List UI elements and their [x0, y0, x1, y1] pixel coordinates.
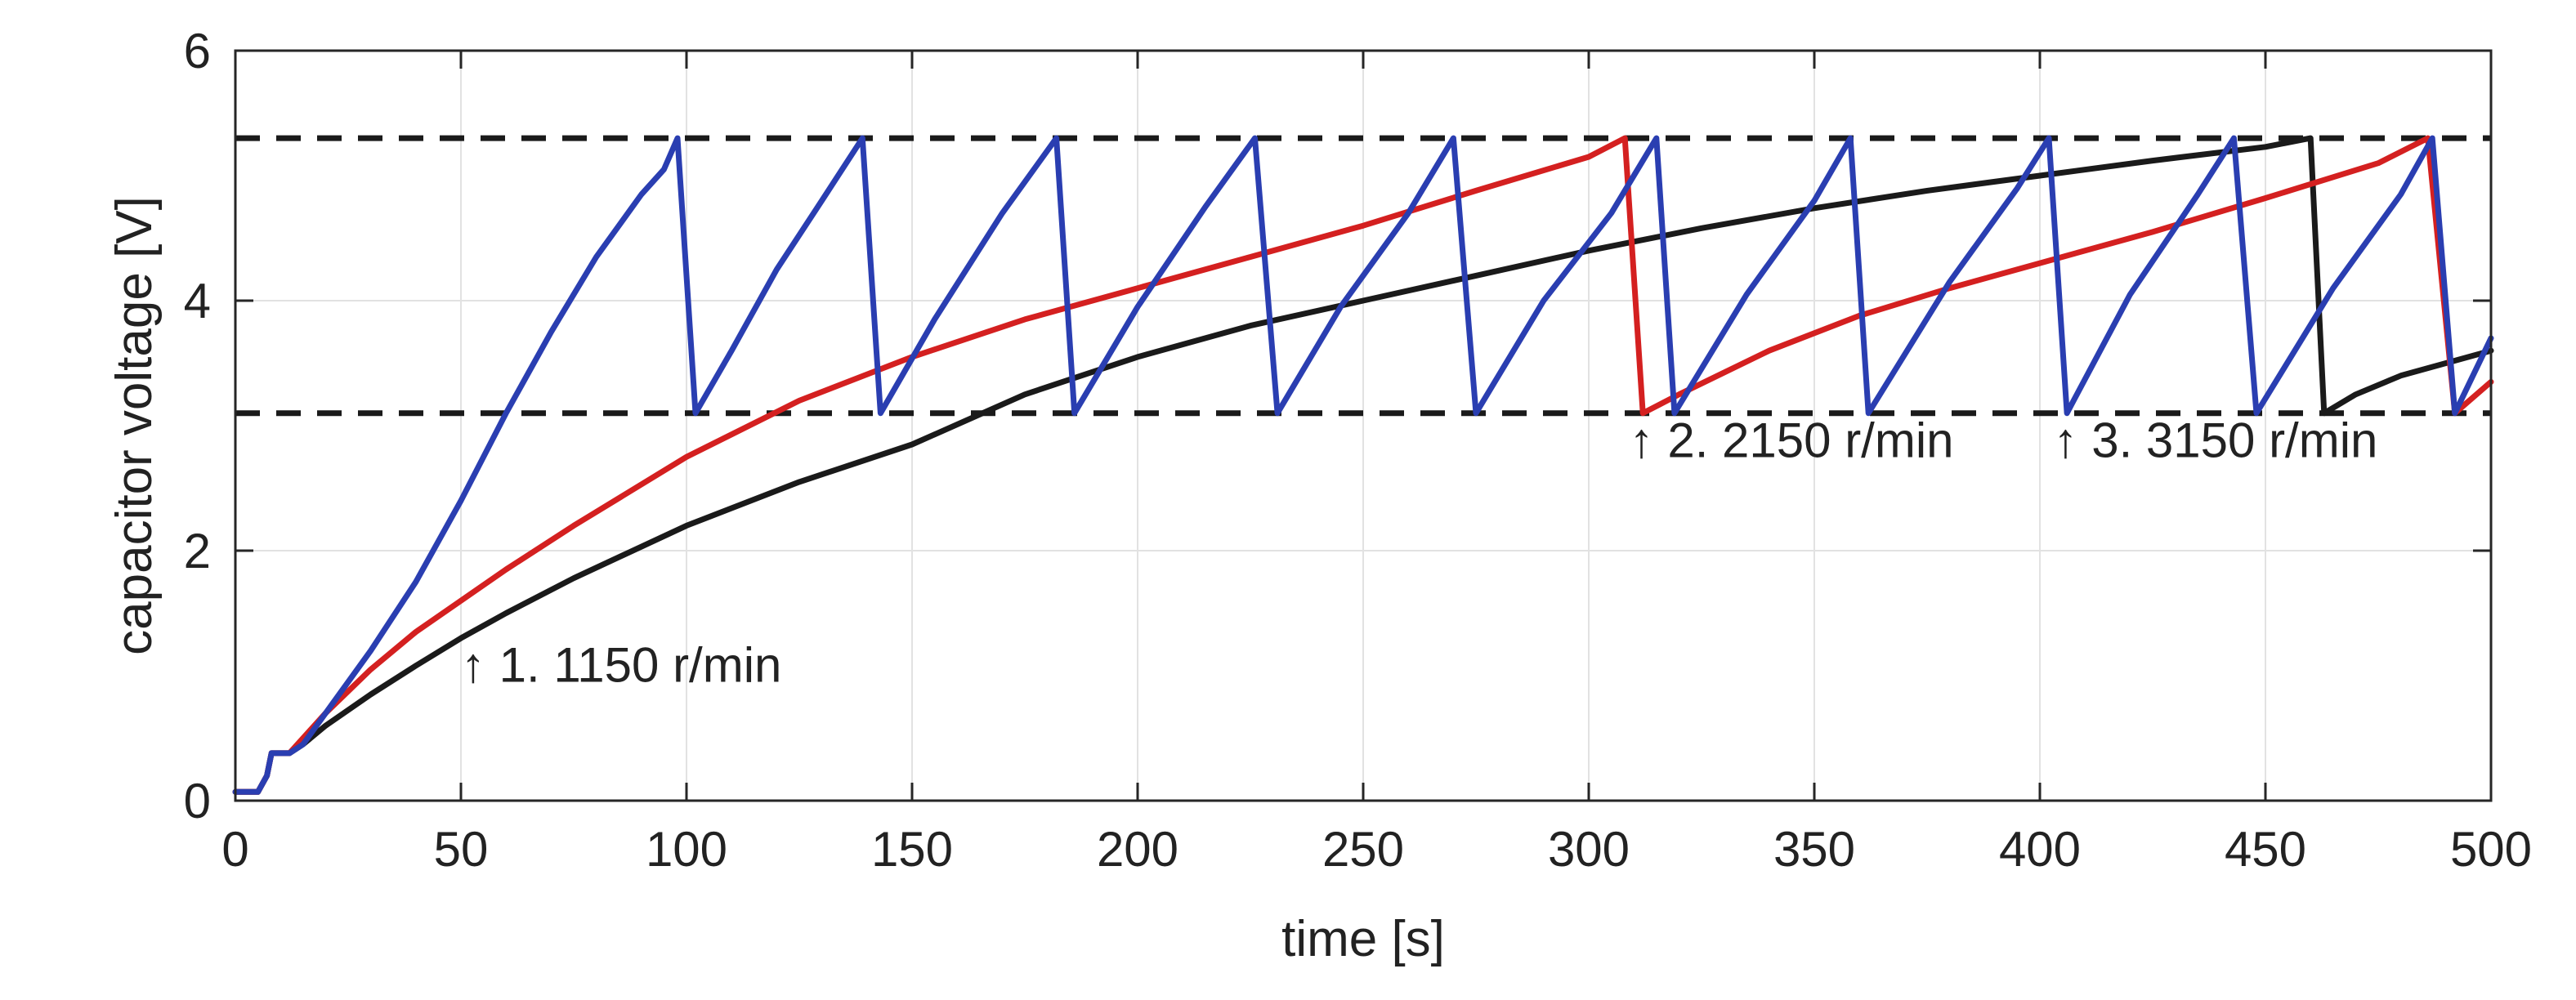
- x-tick-label: 100: [646, 822, 727, 877]
- x-tick-label: 50: [434, 822, 489, 877]
- y-tick-label: 0: [184, 774, 211, 828]
- x-tick-label: 150: [871, 822, 953, 877]
- y-tick-label: 2: [184, 524, 211, 578]
- y-axis-label: capacitor voltage [V]: [106, 196, 163, 655]
- series-line-3150-r-min: [232, 135, 2494, 795]
- series-lines: [232, 135, 2494, 795]
- y-tick-label: 6: [184, 24, 211, 78]
- x-tick-label: 0: [221, 822, 248, 877]
- threshold-lines: [235, 135, 2491, 417]
- x-tick-label: 250: [1322, 822, 1404, 877]
- tick-labels: 0 50 100 150 200 250 300 350 400 450 500 0 2 4 6: [184, 24, 2532, 877]
- x-tick-label: 500: [2450, 822, 2532, 877]
- x-tick-label: 200: [1097, 822, 1178, 877]
- axis-ticks: [234, 49, 2493, 802]
- x-tick-label: 300: [1548, 822, 1630, 877]
- x-tick-label: 400: [1999, 822, 2081, 877]
- annotation-2150: ↑ 2. 2150 r/min: [1630, 413, 1954, 467]
- annotation-1150: ↑ 1. 1150 r/min: [461, 638, 781, 693]
- annotations: ↑ 1. 1150 r/min ↑ 2. 2150 r/min ↑ 3. 3150 …: [461, 413, 2377, 692]
- annotation-3150: ↑ 3. 3150 r/min: [2054, 413, 2378, 467]
- x-axis-label: time [s]: [1281, 911, 1445, 967]
- x-tick-label: 450: [2225, 822, 2306, 877]
- y-tick-label: 4: [184, 274, 211, 328]
- x-tick-label: 350: [1773, 822, 1855, 877]
